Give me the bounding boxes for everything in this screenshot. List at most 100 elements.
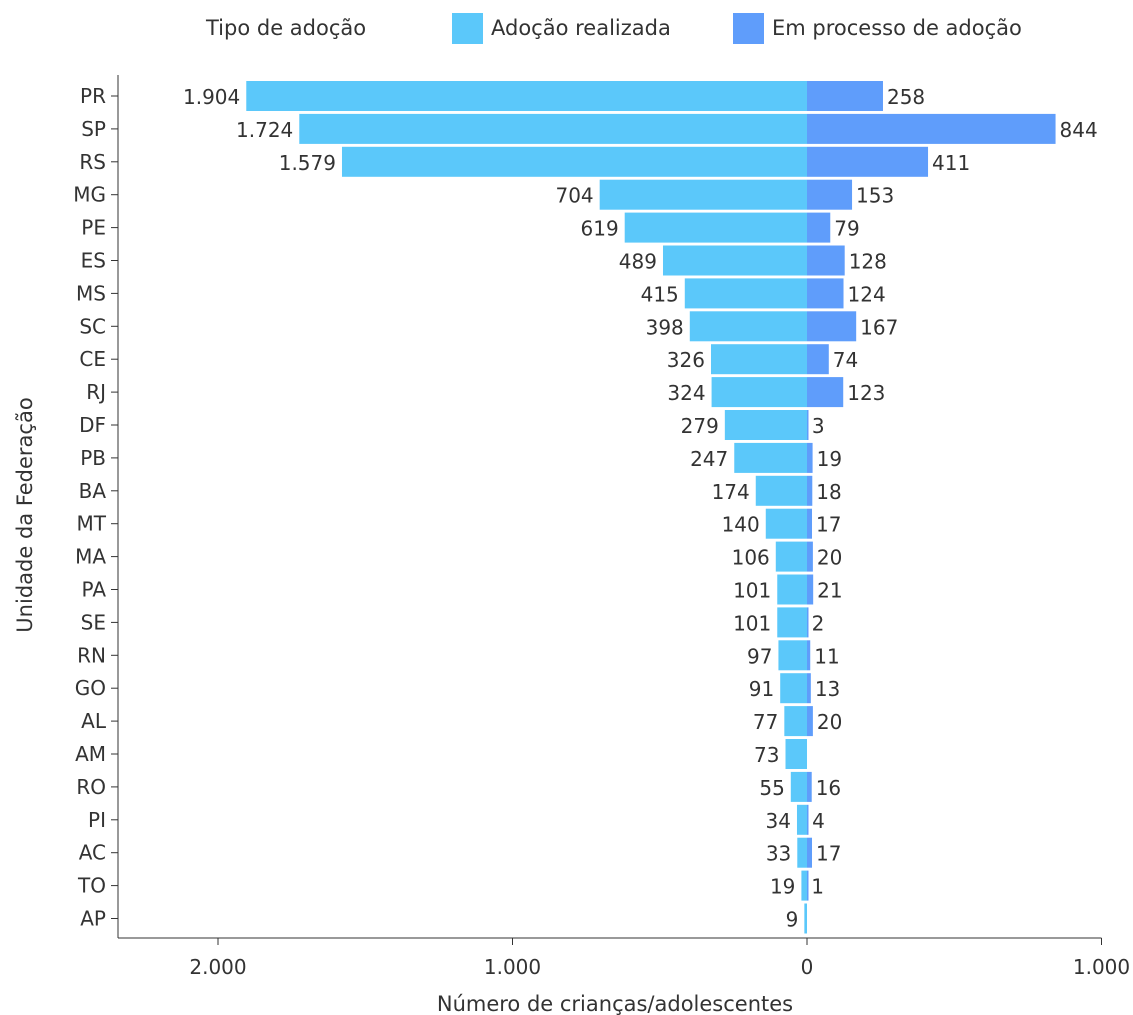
bar-adocao-realizada-es	[662, 245, 807, 276]
x-tick-label-0: 2.000	[189, 955, 246, 979]
value-label-adocao-realizada-se: 101	[733, 611, 771, 635]
y-tick-label-pr: PR	[80, 84, 106, 108]
value-label-adocao-realizada-ba: 174	[712, 480, 750, 504]
value-label-em-processo-pr: 258	[887, 85, 925, 109]
y-tick-label-ap: AP	[80, 907, 106, 931]
value-label-em-processo-rn: 11	[814, 644, 839, 668]
value-label-adocao-realizada-ac: 33	[766, 842, 791, 866]
y-tick-label-ce: CE	[79, 347, 106, 371]
axes	[117, 75, 1102, 939]
value-label-adocao-realizada-ap: 9	[786, 908, 799, 932]
value-label-adocao-realizada-to: 19	[770, 875, 795, 899]
y-tick-label-pi: PI	[88, 808, 106, 832]
legend-label-adocao-realizada: Adoção realizada	[491, 16, 671, 40]
x-axis-title: Número de crianças/adolescentes	[437, 992, 793, 1015]
y-tick-label-sc: SC	[79, 314, 106, 338]
value-label-adocao-realizada-ma: 106	[732, 546, 770, 570]
bar-em-processo-go	[807, 673, 811, 704]
series-em-processo	[807, 81, 1056, 901]
bar-em-processo-al	[807, 706, 813, 737]
bar-em-processo-rs	[807, 146, 929, 177]
bar-adocao-realizada-pa	[777, 574, 807, 605]
value-label-adocao-realizada-ro: 55	[759, 776, 784, 800]
y-tick-label-mt: MT	[77, 512, 107, 536]
legend-label-em-processo: Em processo de adoção	[772, 16, 1022, 40]
y-tick-label-ma: MA	[75, 545, 106, 569]
bar-adocao-realizada-sp	[299, 113, 807, 144]
bar-adocao-realizada-pe	[624, 212, 807, 243]
value-label-adocao-realizada-es: 489	[619, 250, 657, 274]
value-label-em-processo-ba: 18	[816, 480, 841, 504]
bar-em-processo-mg	[807, 179, 853, 210]
legend-title: Tipo de adoção	[206, 16, 367, 40]
value-label-adocao-realizada-go: 91	[749, 677, 774, 701]
y-tick-label-rj: RJ	[86, 380, 106, 404]
y-tick-label-al: AL	[81, 709, 107, 733]
bar-adocao-realizada-pr	[246, 81, 808, 111]
y-tick-label-mg: MG	[73, 183, 106, 207]
value-label-adocao-realizada-am: 73	[754, 743, 779, 767]
bar-adocao-realizada-ce	[710, 344, 807, 375]
bar-em-processo-df	[807, 410, 809, 440]
legend-item-em-processo[interactable]: Em processo de adoção	[733, 12, 1022, 44]
value-label-em-processo-go: 13	[815, 677, 840, 701]
bar-em-processo-pi	[807, 804, 809, 835]
bar-em-processo-ma	[807, 541, 813, 572]
value-label-adocao-realizada-rs: 1.579	[279, 151, 336, 175]
value-label-em-processo-ro: 16	[816, 776, 841, 800]
value-label-adocao-realizada-df: 279	[681, 414, 719, 438]
y-tick-label-df: DF	[79, 413, 106, 437]
x-tick-label-3: 1.000	[1073, 955, 1130, 979]
value-label-em-processo-rj: 123	[847, 381, 885, 405]
bar-em-processo-ba	[807, 475, 813, 506]
value-label-em-processo-se: 2	[812, 611, 825, 635]
value-label-adocao-realizada-ms: 415	[641, 282, 679, 306]
bar-adocao-realizada-ac	[797, 837, 807, 868]
bar-em-processo-sp	[807, 113, 1056, 144]
value-label-em-processo-mg: 153	[856, 184, 894, 208]
bar-adocao-realizada-am	[785, 739, 807, 769]
bar-adocao-realizada-ap	[804, 903, 807, 934]
y-tick-label-pa: PA	[82, 578, 107, 602]
y-tick-label-se: SE	[81, 610, 106, 634]
y-tick-label-pe: PE	[81, 216, 106, 240]
y-tick-label-to: TO	[77, 874, 106, 898]
bar-adocao-realizada-go	[780, 673, 807, 704]
y-tick-label-ro: RO	[76, 775, 106, 799]
value-label-em-processo-pa: 21	[817, 579, 842, 603]
value-label-adocao-realizada-rn: 97	[747, 644, 772, 668]
y-tick-label-ms: MS	[76, 281, 106, 305]
value-label-adocao-realizada-sc: 398	[646, 315, 684, 339]
value-label-em-processo-df: 3	[812, 414, 825, 438]
value-label-em-processo-ac: 17	[816, 842, 841, 866]
bar-adocao-realizada-rs	[341, 146, 807, 177]
value-label-adocao-realizada-pr: 1.904	[183, 85, 240, 109]
x-tick-label-2: 0	[801, 955, 814, 979]
value-label-adocao-realizada-al: 77	[753, 710, 778, 734]
legend-item-adocao-realizada[interactable]: Adoção realizada	[452, 12, 671, 44]
value-label-adocao-realizada-pi: 34	[766, 809, 791, 833]
value-label-adocao-realizada-rj: 324	[667, 381, 705, 405]
value-label-em-processo-sp: 844	[1060, 118, 1098, 142]
bar-adocao-realizada-ba	[755, 475, 807, 506]
y-tick-label-ba: BA	[79, 479, 107, 503]
y-axis-title: Unidade da Federação	[13, 397, 37, 632]
y-tick-labels: PR SP RS MG PE ES MS SC CE RJ DF PB BA MT MA PA SE RN GO AL…	[73, 84, 118, 931]
bar-adocao-realizada-al	[784, 706, 807, 737]
bar-em-processo-ms	[807, 278, 844, 309]
bar-adocao-realizada-ms	[684, 278, 807, 309]
bar-adocao-realizada-sc	[689, 311, 807, 342]
value-label-adocao-realizada-mg: 704	[555, 184, 593, 208]
legend-swatch-em-processo	[733, 12, 764, 44]
value-label-adocao-realizada-pb: 247	[690, 447, 728, 471]
value-label-em-processo-es: 128	[849, 250, 887, 274]
bar-em-processo-ro	[807, 771, 812, 802]
x-ticks: 2.000 1.000 0 1.000	[189, 938, 1130, 979]
value-label-adocao-realizada-mt: 140	[722, 513, 760, 537]
value-label-adocao-realizada-ce: 326	[667, 348, 705, 372]
bar-em-processo-rj	[807, 377, 844, 408]
bar-adocao-realizada-rj	[711, 377, 807, 408]
value-label-em-processo-mt: 17	[816, 513, 841, 537]
